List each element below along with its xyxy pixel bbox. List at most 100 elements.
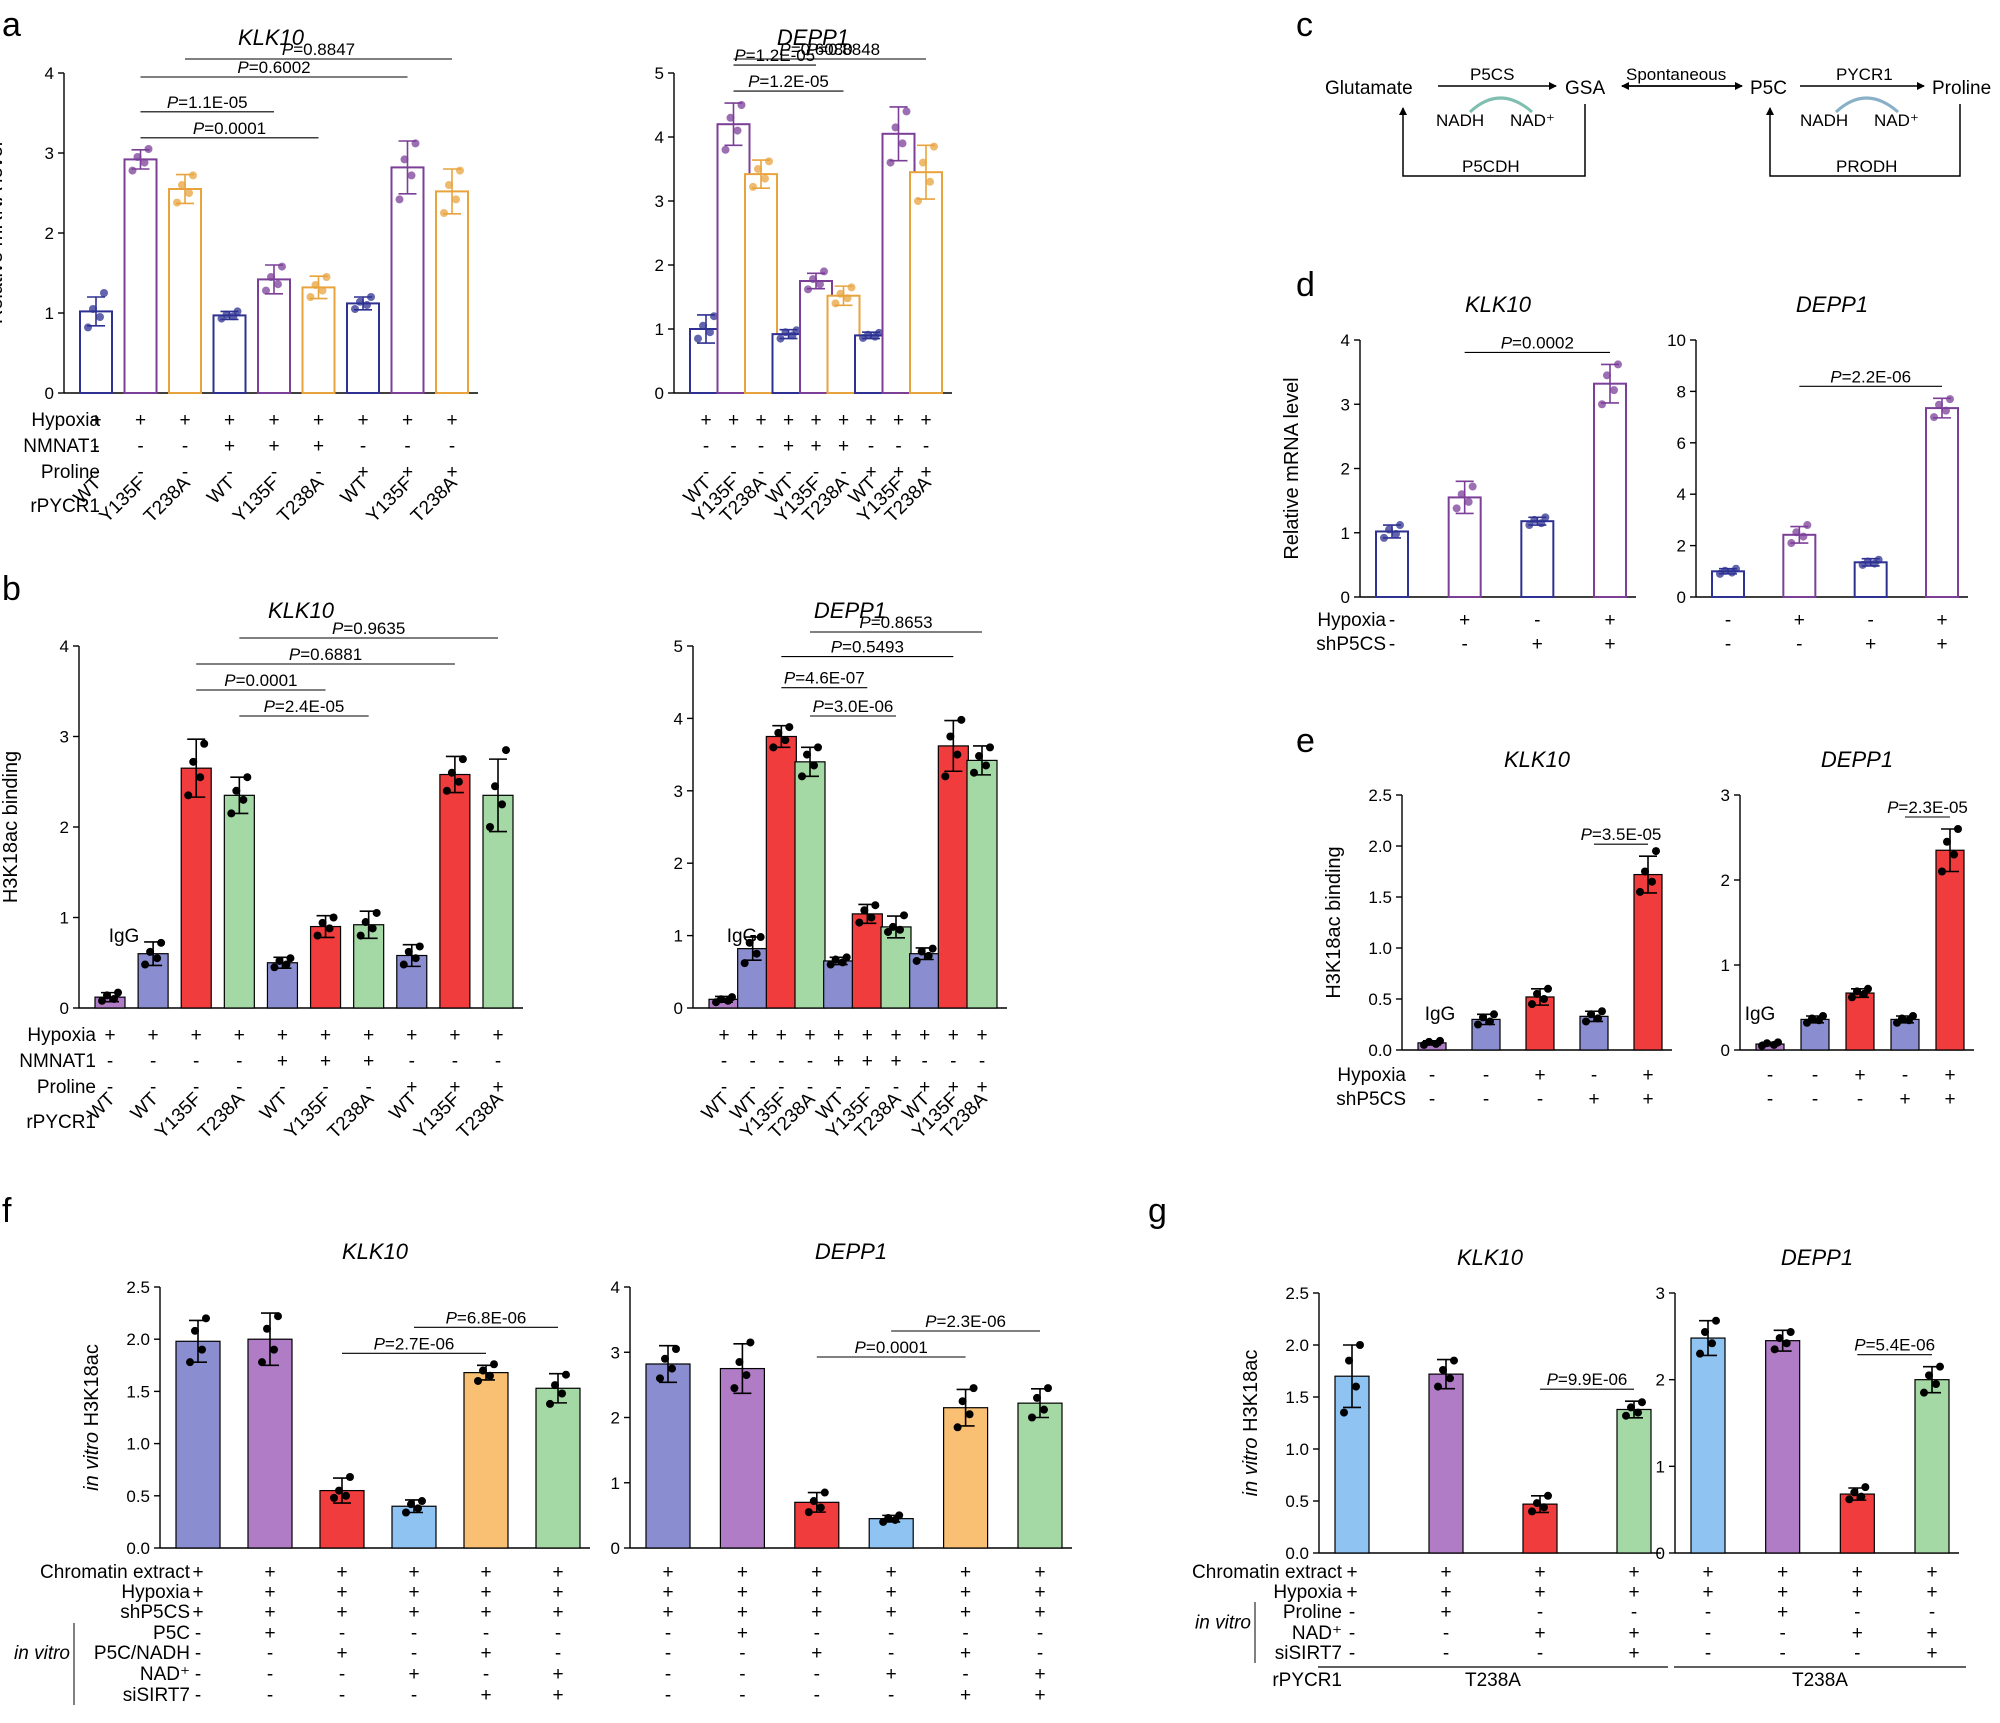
data-point	[178, 181, 186, 189]
data-point	[1544, 1491, 1552, 1500]
condition-sign: +	[1852, 1562, 1863, 1583]
condition-sign: -	[1591, 1065, 1597, 1086]
condition-sign: +	[552, 1562, 563, 1583]
bar	[1428, 1373, 1464, 1554]
y-tick-label: 2.5	[1285, 1284, 1309, 1303]
condition-sign: +	[862, 1025, 873, 1046]
condition-sign: -	[137, 436, 143, 457]
cofactor-curve-pycr1	[1834, 96, 1899, 114]
condition-sign: -	[1537, 1602, 1543, 1623]
condition-sign: +	[1534, 1562, 1545, 1583]
data-point	[912, 956, 921, 965]
condition-sign: +	[277, 1051, 288, 1072]
bar	[1520, 520, 1555, 598]
bar	[1853, 561, 1888, 598]
data-point	[1701, 1328, 1709, 1336]
data-point	[884, 927, 892, 936]
data-point	[953, 1423, 962, 1432]
bar	[942, 1407, 989, 1549]
data-point	[898, 139, 907, 148]
y-tick-label: 1.5	[1368, 888, 1392, 907]
y-tick-label: 2	[1656, 1371, 1665, 1390]
condition-sign: +	[406, 1025, 417, 1046]
condition-sign: +	[552, 1582, 563, 1603]
data-point	[402, 1508, 410, 1517]
pvalue-label: P=0.0001	[855, 1338, 928, 1357]
condition-sign: -	[1705, 1643, 1711, 1664]
condition-sign: +	[224, 410, 235, 431]
bar	[719, 1367, 766, 1549]
condition-sign: +	[408, 1562, 419, 1583]
chart-f_klk10: 0.0 0.5 1.0 1.5 2.0 2.5 KLK10 in vitro H3K18ac P…	[14, 1239, 590, 1706]
condition-sign: +	[810, 410, 821, 431]
data-point	[746, 1338, 755, 1347]
condition-sign: +	[919, 1025, 930, 1046]
condition-sign: -	[267, 1685, 273, 1706]
data-point	[189, 171, 197, 180]
data-point	[1857, 1492, 1866, 1501]
data-point	[1763, 1039, 1771, 1048]
data-point	[860, 906, 869, 915]
condition-sign: +	[492, 1077, 503, 1098]
condition-sign: -	[409, 1051, 415, 1072]
y-tick-label: 2.5	[1368, 786, 1392, 805]
condition-sign: -	[665, 1623, 671, 1644]
condition-sign: -	[888, 1643, 894, 1664]
bar	[1633, 873, 1663, 1051]
data-point	[1787, 539, 1796, 548]
condition-row-label: Proline	[41, 462, 100, 483]
data-point	[185, 189, 193, 197]
data-point	[551, 1381, 559, 1390]
condition-sign: +	[1440, 1602, 1451, 1623]
data-point	[1603, 371, 1611, 380]
y-tick-label: 5	[655, 64, 664, 83]
data-point	[173, 198, 181, 207]
data-point	[311, 281, 320, 289]
condition-row-label: Hypoxia	[1317, 610, 1386, 631]
condition-row-label: Hypoxia	[31, 410, 100, 431]
data-point	[1425, 1037, 1433, 1046]
data-point	[486, 1371, 494, 1380]
bar	[168, 188, 202, 394]
condition-sign: +	[313, 410, 324, 431]
bar	[645, 1363, 691, 1549]
data-point	[1540, 1503, 1548, 1512]
bar	[1765, 1340, 1801, 1554]
y-tick-label: 3	[1341, 395, 1350, 414]
condition-sign: +	[960, 1602, 971, 1623]
condition-row-label: Proline	[1283, 1602, 1342, 1623]
data-point	[1636, 887, 1644, 896]
condition-sign: +	[662, 1582, 673, 1603]
data-point	[1392, 530, 1400, 539]
data-point	[558, 1389, 566, 1398]
data-point	[342, 1491, 350, 1500]
data-point	[1786, 1328, 1795, 1336]
bar	[868, 1518, 914, 1549]
condition-sign: +	[833, 1025, 844, 1046]
pvalue-label: P=1.2E-05	[748, 72, 829, 91]
condition-sign: -	[315, 462, 321, 483]
data-point	[855, 918, 864, 927]
data-point	[356, 931, 365, 940]
condition-sign: +	[1532, 634, 1543, 655]
condition-sign: +	[264, 1562, 275, 1583]
data-point	[1799, 532, 1808, 541]
chart-d_klk10: 0 1 2 3 4 KLK10 Relative mRNA level P=0.0002 Hyp…	[1281, 292, 1636, 655]
data-point	[1708, 1339, 1716, 1348]
condition-sign: +	[90, 410, 101, 431]
panel-letter-c: c	[1296, 6, 1313, 44]
condition-sign: +	[1777, 1562, 1788, 1583]
condition-sign: +	[811, 1582, 822, 1603]
condition-sign: +	[408, 1664, 419, 1685]
condition-sign: -	[730, 436, 736, 457]
data-point	[258, 1358, 266, 1367]
condition-sign: -	[1705, 1623, 1711, 1644]
data-point	[730, 1384, 739, 1393]
condition-sign: -	[1812, 1065, 1818, 1086]
data-point	[804, 285, 812, 294]
data-point	[1648, 877, 1656, 886]
data-point	[263, 1324, 271, 1333]
data-point	[1544, 984, 1552, 993]
condition-sign: +	[1628, 1562, 1639, 1583]
condition-sign: +	[920, 462, 931, 483]
